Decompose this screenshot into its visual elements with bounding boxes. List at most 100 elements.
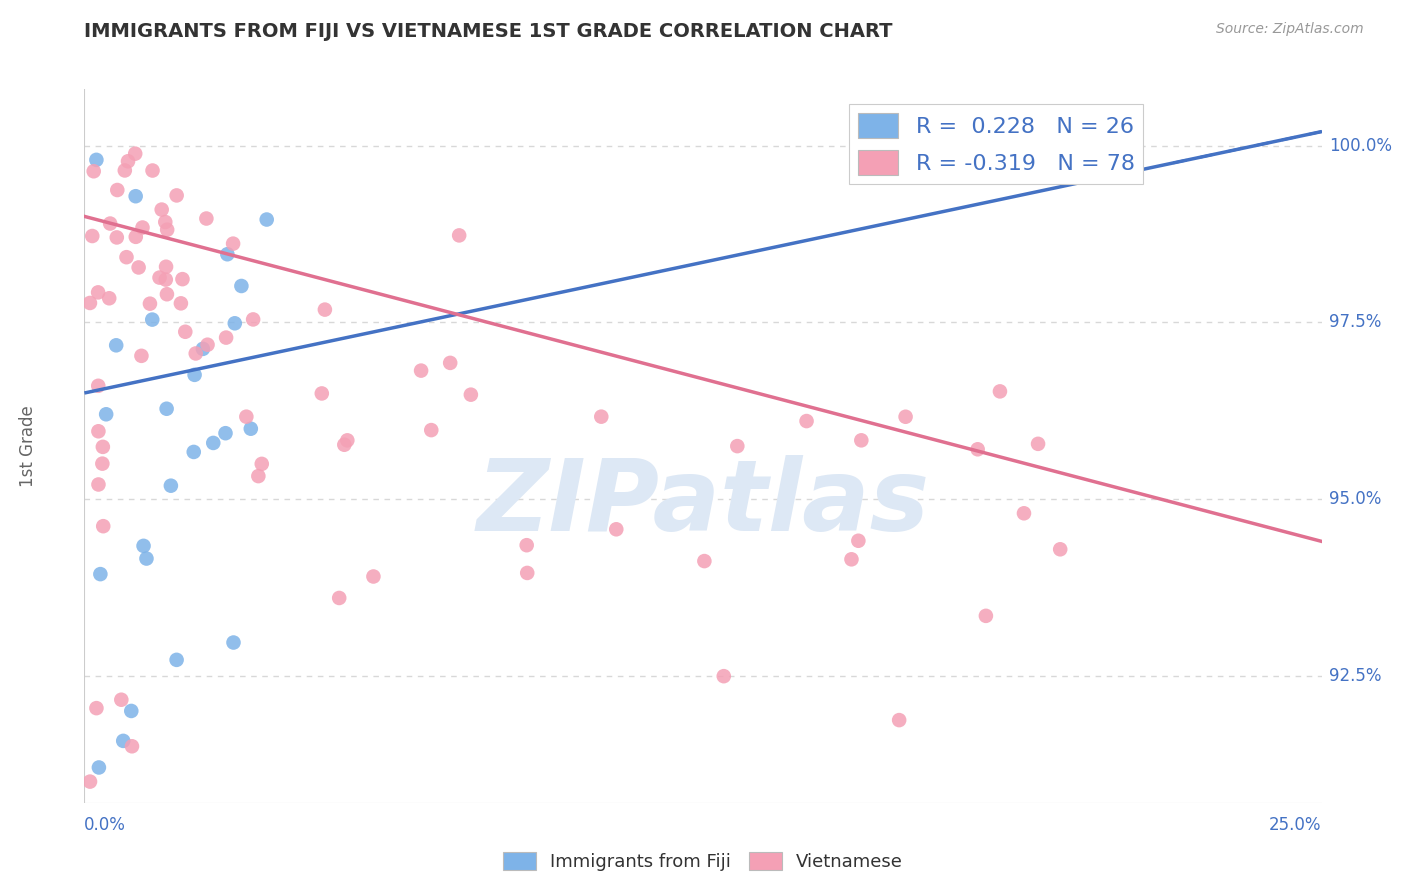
Point (156, 287, 179, 301)
Point (183, 445, 205, 459)
Point (131, 349, 153, 363)
Point (974, 608, 997, 623)
Point (91, 457, 114, 471)
Point (96, 407, 118, 421)
Text: 1st Grade: 1st Grade (20, 405, 37, 487)
Point (155, 260, 177, 274)
Text: 25.0%: 25.0% (1270, 816, 1322, 834)
Point (87, 285, 110, 300)
Text: 95.0%: 95.0% (1329, 490, 1381, 508)
Point (155, 215, 177, 229)
Point (215, 330, 238, 344)
Point (314, 302, 336, 317)
Point (115, 250, 138, 264)
Point (184, 346, 207, 360)
Point (250, 457, 273, 471)
Point (150, 202, 173, 217)
Point (110, 692, 132, 706)
Point (848, 533, 870, 548)
Point (91, 519, 114, 533)
Point (172, 272, 194, 286)
Point (141, 163, 163, 178)
Point (851, 434, 873, 448)
Point (79, 774, 101, 789)
Point (242, 312, 264, 326)
Point (124, 189, 146, 203)
Point (439, 356, 461, 370)
Point (148, 270, 170, 285)
Point (87, 477, 110, 491)
Text: IMMIGRANTS FROM FIJI VS VIETNAMESE 1ST GRADE CORRELATION CHART: IMMIGRANTS FROM FIJI VS VIETNAMESE 1ST G… (84, 22, 893, 41)
Point (135, 551, 157, 566)
Point (105, 183, 128, 197)
Point (904, 131, 927, 145)
Point (98, 291, 121, 305)
Point (235, 409, 257, 424)
Point (449, 228, 471, 243)
Point (114, 163, 136, 178)
Point (79, 296, 101, 310)
Point (214, 426, 236, 441)
Point (82, 229, 104, 244)
Text: 0.0%: 0.0% (84, 816, 127, 834)
Text: 100.0%: 100.0% (1329, 136, 1392, 154)
Point (516, 566, 538, 580)
Text: 92.5%: 92.5% (1329, 666, 1381, 685)
Point (725, 439, 748, 453)
Point (966, 442, 988, 457)
Point (155, 272, 177, 286)
Point (105, 338, 128, 352)
Point (125, 230, 148, 244)
Text: Source: ZipAtlas.com: Source: ZipAtlas.com (1216, 22, 1364, 37)
Point (156, 401, 179, 416)
Text: 97.5%: 97.5% (1329, 313, 1381, 331)
Point (139, 296, 162, 310)
Point (333, 438, 356, 452)
Point (160, 479, 183, 493)
Point (1026, 437, 1049, 451)
Point (121, 739, 143, 754)
Point (841, 552, 863, 566)
Point (131, 220, 153, 235)
Point (311, 386, 333, 401)
Point (202, 436, 225, 450)
Point (693, 554, 716, 568)
Point (132, 539, 155, 553)
Point (83, 164, 105, 178)
Point (117, 154, 139, 169)
Point (222, 236, 245, 251)
Point (988, 384, 1011, 399)
Point (156, 223, 179, 237)
Point (166, 188, 188, 202)
Point (174, 325, 197, 339)
Legend: Immigrants from Fiji, Vietnamese: Immigrants from Fiji, Vietnamese (496, 845, 910, 879)
Point (87, 760, 110, 774)
Point (591, 409, 613, 424)
Point (98, 217, 121, 231)
Point (91, 440, 114, 454)
Point (166, 653, 188, 667)
Point (217, 247, 239, 261)
Point (224, 316, 246, 330)
Point (796, 414, 818, 428)
Point (191, 342, 214, 356)
Point (889, 713, 911, 727)
Point (197, 337, 219, 351)
Point (222, 635, 245, 649)
Point (231, 279, 253, 293)
Point (409, 363, 432, 377)
Point (516, 538, 538, 552)
Point (195, 211, 218, 226)
Point (1012, 506, 1035, 520)
Point (336, 434, 359, 448)
Point (170, 296, 193, 310)
Legend: R =  0.228   N = 26, R = -0.319   N = 78: R = 0.228 N = 26, R = -0.319 N = 78 (849, 103, 1143, 184)
Point (112, 734, 135, 748)
Point (420, 423, 443, 437)
Point (87, 379, 110, 393)
Point (894, 409, 917, 424)
Point (86, 153, 108, 167)
Point (87, 424, 110, 438)
Point (256, 212, 278, 227)
Point (1049, 542, 1071, 557)
